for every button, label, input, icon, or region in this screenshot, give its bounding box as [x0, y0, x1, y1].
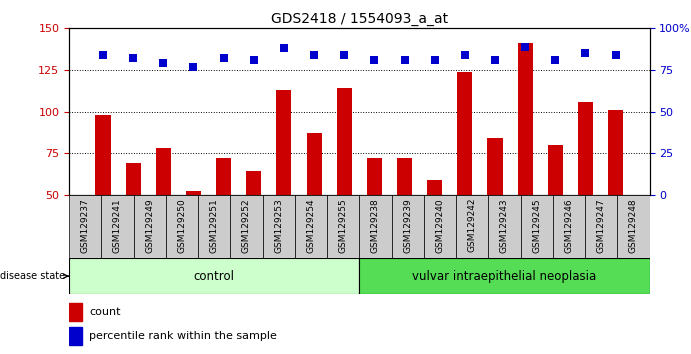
- Text: GSM129239: GSM129239: [403, 198, 413, 253]
- Bar: [518, 43, 533, 278]
- Bar: [246, 171, 261, 278]
- Bar: [424, 195, 456, 258]
- Bar: [457, 72, 473, 278]
- Text: GSM129247: GSM129247: [596, 198, 606, 252]
- Text: GSM129251: GSM129251: [209, 198, 219, 253]
- Bar: [427, 180, 442, 278]
- Bar: [69, 303, 82, 321]
- Point: [248, 57, 259, 63]
- Bar: [307, 133, 321, 278]
- Point: [489, 57, 500, 63]
- Text: percentile rank within the sample: percentile rank within the sample: [89, 331, 277, 341]
- Text: GSM129237: GSM129237: [81, 198, 90, 253]
- Bar: [69, 258, 359, 294]
- Bar: [585, 195, 617, 258]
- Text: GSM129252: GSM129252: [242, 198, 251, 252]
- Point: [580, 51, 591, 56]
- Point: [188, 64, 199, 69]
- Text: count: count: [89, 307, 121, 317]
- Bar: [617, 195, 650, 258]
- Bar: [392, 195, 424, 258]
- Point: [128, 56, 139, 61]
- Text: GSM129238: GSM129238: [371, 198, 380, 253]
- Bar: [489, 195, 520, 258]
- Bar: [230, 195, 263, 258]
- Bar: [295, 195, 327, 258]
- Title: GDS2418 / 1554093_a_at: GDS2418 / 1554093_a_at: [271, 12, 448, 26]
- Bar: [69, 195, 102, 258]
- Bar: [216, 158, 231, 278]
- Point: [610, 52, 621, 58]
- Bar: [520, 195, 553, 258]
- Text: GSM129248: GSM129248: [629, 198, 638, 252]
- Text: GSM129243: GSM129243: [500, 198, 509, 252]
- Text: vulvar intraepithelial neoplasia: vulvar intraepithelial neoplasia: [413, 270, 596, 282]
- Point: [218, 56, 229, 61]
- Bar: [337, 88, 352, 278]
- Bar: [548, 145, 563, 278]
- Bar: [133, 195, 166, 258]
- Bar: [155, 148, 171, 278]
- Point: [369, 57, 380, 63]
- Bar: [553, 195, 585, 258]
- Point: [429, 57, 440, 63]
- Bar: [186, 192, 201, 278]
- Text: GSM129253: GSM129253: [274, 198, 283, 253]
- Text: GSM129249: GSM129249: [145, 198, 154, 252]
- Text: GSM129240: GSM129240: [435, 198, 444, 252]
- Text: GSM129245: GSM129245: [532, 198, 541, 252]
- Point: [550, 57, 561, 63]
- Point: [399, 57, 410, 63]
- Bar: [69, 326, 82, 345]
- Point: [278, 45, 290, 51]
- Bar: [102, 195, 133, 258]
- Point: [520, 44, 531, 50]
- Point: [309, 52, 320, 58]
- Bar: [367, 158, 382, 278]
- Text: GSM129255: GSM129255: [339, 198, 348, 253]
- Bar: [198, 195, 230, 258]
- Bar: [359, 195, 392, 258]
- Text: GSM129242: GSM129242: [468, 198, 477, 252]
- Point: [97, 52, 108, 58]
- Bar: [276, 90, 292, 278]
- Bar: [166, 195, 198, 258]
- Bar: [608, 110, 623, 278]
- Bar: [263, 195, 295, 258]
- Text: control: control: [193, 270, 235, 282]
- Point: [158, 61, 169, 66]
- Text: GSM129250: GSM129250: [178, 198, 187, 253]
- Bar: [359, 258, 650, 294]
- Bar: [95, 115, 111, 278]
- Bar: [397, 158, 412, 278]
- Bar: [487, 138, 502, 278]
- Bar: [126, 163, 141, 278]
- Text: disease state: disease state: [0, 271, 68, 281]
- Text: GSM129246: GSM129246: [565, 198, 574, 252]
- Point: [339, 52, 350, 58]
- Text: GSM129241: GSM129241: [113, 198, 122, 252]
- Bar: [456, 195, 489, 258]
- Text: GSM129254: GSM129254: [306, 198, 316, 252]
- Point: [460, 52, 471, 58]
- Bar: [327, 195, 359, 258]
- Bar: [578, 102, 593, 278]
